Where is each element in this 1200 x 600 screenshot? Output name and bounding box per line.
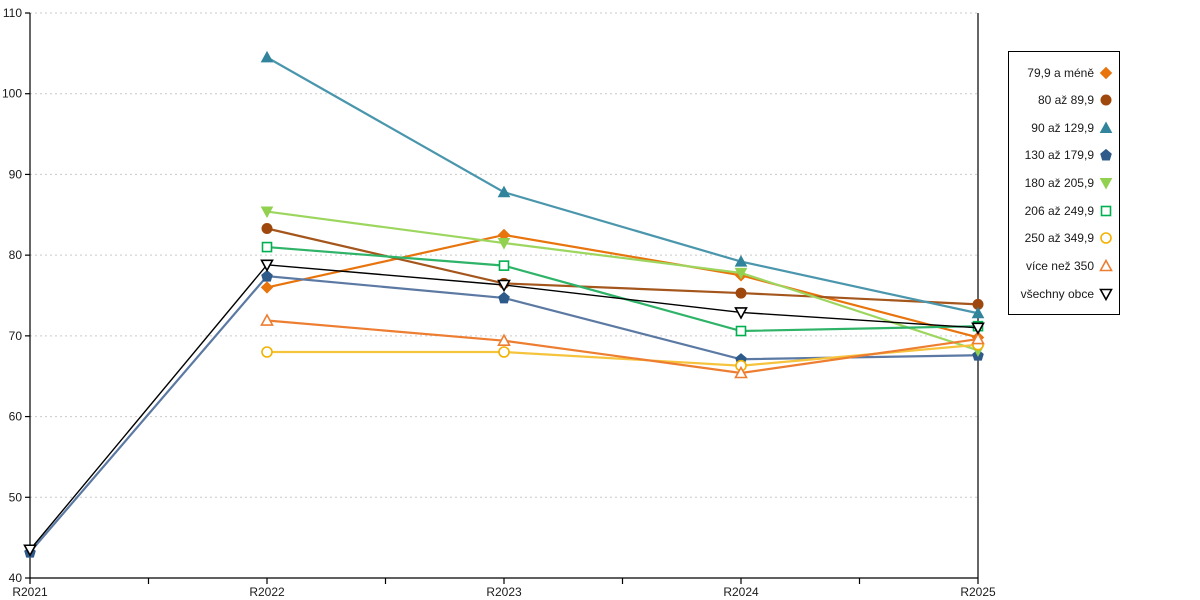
square-marker-icon xyxy=(498,260,510,271)
legend-item: více než 350 xyxy=(1013,252,1113,279)
square-marker-icon xyxy=(261,241,273,253)
circle-marker-icon xyxy=(261,223,273,235)
x-tick-label: R2021 xyxy=(12,585,48,599)
diamond-marker-icon xyxy=(1099,66,1113,79)
triangle-down-marker-icon xyxy=(497,238,511,250)
legend-item-label: 206 až 249,9 xyxy=(1024,203,1094,218)
legend-item-label: 130 až 179,9 xyxy=(1024,148,1094,163)
circle-marker-icon xyxy=(261,346,273,358)
triangle-up-marker-icon xyxy=(497,185,511,198)
legend-marker-circle-icon xyxy=(1100,94,1112,106)
series-5 xyxy=(260,206,985,357)
x-tick-label: R2022 xyxy=(249,585,285,599)
y-tick-label: 100 xyxy=(2,87,22,101)
legend-item: všechny obce xyxy=(1013,280,1113,307)
square-marker-icon xyxy=(735,325,747,337)
y-tick-label: 60 xyxy=(9,410,23,424)
triangle-up-marker-icon xyxy=(734,365,748,379)
series-7 xyxy=(261,338,984,372)
triangle-up-marker-icon xyxy=(260,313,274,326)
legend-marker-triangle-up-icon xyxy=(1099,121,1113,133)
series-line xyxy=(29,274,979,553)
y-tick-label: 80 xyxy=(9,248,23,262)
pentagon-marker-icon xyxy=(261,269,273,282)
triangle-up-marker-icon xyxy=(1099,121,1113,133)
legend-marker-triangle-up-icon xyxy=(1099,258,1113,272)
legend-marker-triangle-down-icon xyxy=(1099,288,1113,301)
circle-marker-icon xyxy=(735,287,747,299)
legend-item-label: více než 350 xyxy=(1025,258,1094,273)
legend-item: 250 až 349,9 xyxy=(1013,225,1113,252)
triangle-down-marker-icon xyxy=(1099,177,1113,190)
circle-marker-icon xyxy=(498,346,510,358)
triangle-down-marker-icon xyxy=(971,322,985,335)
triangle-up-marker-icon xyxy=(734,255,748,267)
series-3 xyxy=(260,50,985,319)
y-tick-label: 90 xyxy=(9,167,23,181)
legend-item: 90 až 129,9 xyxy=(1013,114,1113,141)
triangle-down-marker-icon xyxy=(1099,288,1113,301)
pentagon-marker-icon xyxy=(1100,149,1112,161)
legend-item: 80 až 89,9 xyxy=(1013,87,1113,114)
triangle-up-marker-icon xyxy=(971,306,985,319)
series-line xyxy=(266,56,979,315)
series-line xyxy=(29,264,979,551)
legend-marker-triangle-down-icon xyxy=(1099,177,1113,190)
legend-item-label: 250 až 349,9 xyxy=(1024,231,1094,246)
legend-item: 206 až 249,9 xyxy=(1013,197,1113,224)
legend-item-label: 80 až 89,9 xyxy=(1037,93,1094,108)
triangle-up-marker-icon xyxy=(260,50,274,63)
legend-item-label: 90 až 129,9 xyxy=(1031,120,1094,135)
diamond-marker-icon xyxy=(260,281,274,294)
series-8 xyxy=(260,313,985,379)
series-line xyxy=(266,319,979,375)
y-tick-label: 40 xyxy=(9,571,23,585)
triangle-down-marker-icon xyxy=(23,544,37,557)
triangle-up-marker-icon xyxy=(971,331,985,345)
legend-marker-pentagon-icon xyxy=(1100,149,1112,161)
legend-item: 180 až 205,9 xyxy=(1013,170,1113,197)
legend-item-label: 180 až 205,9 xyxy=(1024,176,1094,190)
triangle-down-marker-icon xyxy=(260,206,274,219)
triangle-down-marker-icon xyxy=(497,279,511,293)
circle-marker-icon xyxy=(1100,232,1112,245)
pentagon-marker-icon xyxy=(498,291,510,304)
legend-marker-diamond-icon xyxy=(1099,66,1113,79)
triangle-up-marker-icon xyxy=(1099,258,1113,272)
square-marker-icon xyxy=(1100,205,1112,216)
series-9 xyxy=(23,259,985,557)
y-tick-label: 110 xyxy=(3,6,22,20)
triangle-up-marker-icon xyxy=(497,333,511,347)
x-tick-label: R2023 xyxy=(486,585,522,599)
series-line xyxy=(266,233,979,339)
y-tick-label: 70 xyxy=(9,329,23,343)
series-4 xyxy=(24,269,984,558)
legend-marker-square-icon xyxy=(1100,205,1112,216)
triangle-down-marker-icon xyxy=(734,307,748,320)
triangle-down-marker-icon xyxy=(260,259,274,272)
legend-item: 130 až 179,9 xyxy=(1013,142,1113,169)
legend-item-label: 79,9 a méně xyxy=(1027,65,1094,80)
legend-item: 79,9 a méně xyxy=(1013,59,1113,86)
circle-marker-icon xyxy=(1100,94,1112,106)
series-line xyxy=(266,210,979,352)
legend-item-label: všechny obce xyxy=(1020,286,1094,301)
legend-marker-circle-icon xyxy=(1100,232,1112,245)
x-tick-label: R2025 xyxy=(960,585,996,599)
series-line xyxy=(266,227,979,306)
x-tick-label: R2024 xyxy=(723,585,759,599)
legend: 79,9 a méně 80 až 89,9 90 až 129,9 130 až 1… xyxy=(1008,51,1120,315)
series-2 xyxy=(261,223,984,310)
y-tick-label: 50 xyxy=(9,490,23,504)
triangle-down-marker-icon xyxy=(734,267,748,280)
